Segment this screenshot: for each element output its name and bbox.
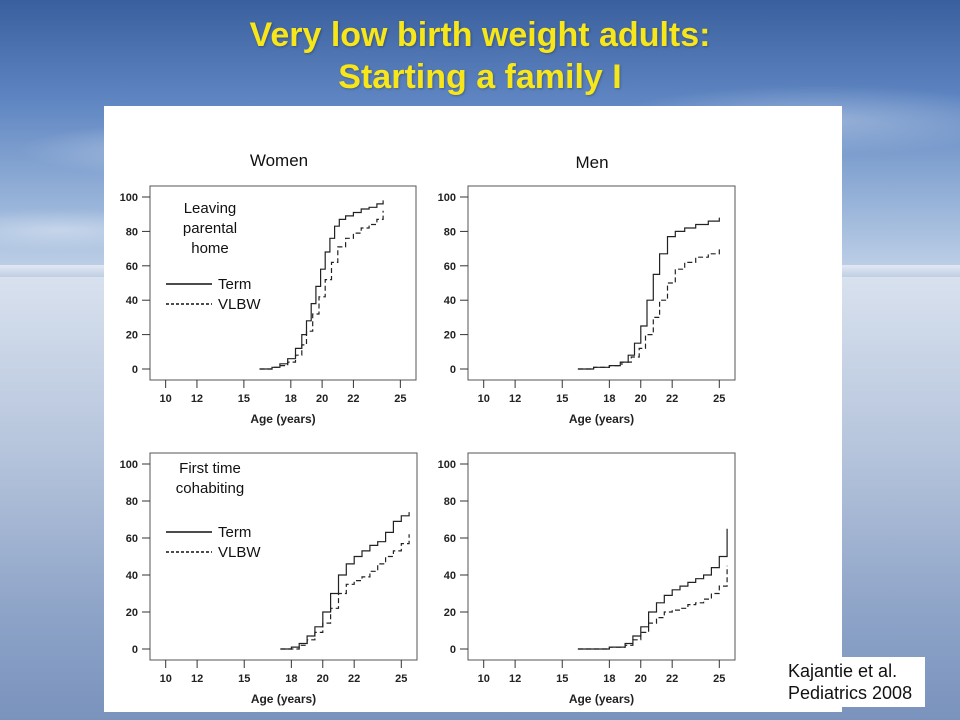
x-tick-label: 15 <box>556 673 568 685</box>
y-tick-label: 0 <box>132 364 138 376</box>
x-tick-label: 12 <box>191 393 203 405</box>
x-tick-label: 15 <box>238 393 250 405</box>
x-tick-label: 18 <box>603 393 615 405</box>
x-tick-label: 22 <box>347 393 359 405</box>
series-line-vlbw <box>280 534 410 650</box>
y-tick-label: 60 <box>126 533 138 545</box>
x-tick-label: 22 <box>348 673 360 685</box>
series-line-vlbw <box>259 210 384 370</box>
citation-box: Kajantie et al. Pediatrics 2008 <box>777 657 925 707</box>
y-tick-label: 100 <box>438 192 456 204</box>
x-tick-label: 20 <box>316 393 328 405</box>
y-tick-label: 20 <box>444 330 456 342</box>
x-tick-label: 10 <box>478 673 490 685</box>
chart-title: Women <box>250 151 308 170</box>
y-tick-label: 80 <box>126 226 138 238</box>
plot-frame <box>149 452 418 661</box>
legend-label-term: Term <box>218 524 251 541</box>
legend-label-term: Term <box>218 276 251 293</box>
y-tick-label: 40 <box>444 295 456 307</box>
x-tick-label: 12 <box>509 673 521 685</box>
annotation-text: cohabiting <box>176 480 244 497</box>
chart-2: Men 0 20 40 60 80 100 10 12 15 18 20 22 25 Age (years) <box>438 153 736 426</box>
x-tick-label: 18 <box>603 673 615 685</box>
x-axis-label: Age (years) <box>569 692 634 706</box>
title-line-1: Very low birth weight adults: <box>249 16 711 54</box>
x-tick-label: 10 <box>160 393 172 405</box>
series-line-vlbw <box>577 565 728 650</box>
series-line-term <box>259 200 384 370</box>
y-tick-label: 100 <box>120 459 138 471</box>
series-line-term <box>280 512 410 650</box>
y-tick-label: 40 <box>126 295 138 307</box>
y-tick-label: 80 <box>444 226 456 238</box>
y-tick-label: 0 <box>132 644 138 656</box>
x-tick-label: 20 <box>635 393 647 405</box>
annotation-text: Leaving <box>184 200 237 217</box>
chart-title: Men <box>575 153 608 172</box>
x-tick-label: 15 <box>556 393 568 405</box>
x-tick-label: 10 <box>478 393 490 405</box>
y-tick-label: 60 <box>126 261 138 273</box>
x-tick-label: 20 <box>317 673 329 685</box>
y-tick-label: 20 <box>444 607 456 619</box>
annotation-text: parental <box>183 220 237 237</box>
x-tick-label: 12 <box>509 393 521 405</box>
x-tick-label: 25 <box>394 393 406 405</box>
plot-frame <box>149 185 417 381</box>
annotation-text: First time <box>179 460 241 477</box>
title-line-2: Starting a family I <box>338 58 622 96</box>
y-tick-label: 20 <box>126 330 138 342</box>
slide-title: Very low birth weight adults: Starting a… <box>0 14 960 98</box>
series-line-term <box>577 217 720 370</box>
y-tick-label: 100 <box>120 192 138 204</box>
legend-label-vlbw: VLBW <box>218 296 261 313</box>
y-tick-label: 20 <box>126 607 138 619</box>
y-tick-label: 0 <box>450 644 456 656</box>
x-tick-label: 12 <box>191 673 203 685</box>
x-tick-label: 25 <box>395 673 407 685</box>
series-line-term <box>577 528 728 650</box>
y-tick-label: 40 <box>444 570 456 582</box>
x-tick-label: 18 <box>285 393 297 405</box>
y-tick-label: 60 <box>444 261 456 273</box>
series-line-vlbw <box>577 248 720 370</box>
chart-1: Women 0 20 40 60 80 100 10 12 15 18 20 22 25 Age (year… <box>120 151 417 426</box>
x-tick-label: 25 <box>713 393 725 405</box>
y-tick-label: 0 <box>450 364 456 376</box>
chart-3: 0 20 40 60 80 100 10 12 15 18 20 22 25 Age (years) Fir… <box>120 452 418 706</box>
annotation-text: home <box>191 240 229 257</box>
x-tick-label: 10 <box>160 673 172 685</box>
citation-line-2: Pediatrics 2008 <box>788 683 913 703</box>
y-tick-label: 80 <box>444 496 456 508</box>
y-tick-label: 80 <box>126 496 138 508</box>
x-tick-label: 20 <box>635 673 647 685</box>
legend-label-vlbw: VLBW <box>218 544 261 561</box>
y-tick-label: 100 <box>438 459 456 471</box>
x-tick-label: 25 <box>713 673 725 685</box>
chart-4: 0 20 40 60 80 100 10 12 15 18 20 22 25 Age (years) <box>438 452 736 706</box>
x-tick-label: 15 <box>238 673 250 685</box>
x-axis-label: Age (years) <box>250 412 315 426</box>
y-tick-label: 60 <box>444 533 456 545</box>
plot-frame <box>467 185 736 381</box>
figure-panel: Women 0 20 40 60 80 100 10 12 15 18 20 22 25 Age (year… <box>104 106 842 712</box>
citation-line-1: Kajantie et al. <box>788 661 898 681</box>
x-tick-label: 22 <box>666 673 678 685</box>
x-axis-label: Age (years) <box>251 692 316 706</box>
plot-frame <box>467 452 736 661</box>
y-tick-label: 40 <box>126 570 138 582</box>
x-axis-label: Age (years) <box>569 412 634 426</box>
x-tick-label: 22 <box>666 393 678 405</box>
x-tick-label: 18 <box>285 673 297 685</box>
